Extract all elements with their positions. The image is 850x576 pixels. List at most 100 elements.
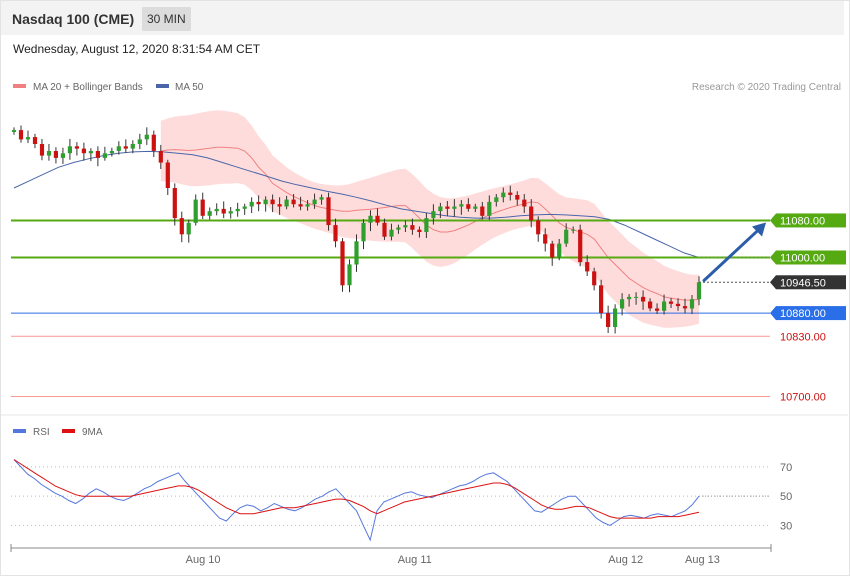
candle-body <box>564 229 569 244</box>
support-tag-pointer <box>770 306 776 321</box>
candle-body <box>298 204 303 207</box>
candle-body <box>32 137 38 144</box>
candle-body <box>151 134 156 151</box>
candle-body <box>319 197 324 200</box>
candle-body <box>599 285 604 314</box>
candle-body <box>452 206 457 209</box>
candle-body <box>347 264 352 286</box>
candle-body <box>655 308 660 311</box>
level-tags: 11080.00 11000.00 10946.50 10880.00 10830.00… <box>770 213 846 403</box>
candle-body <box>109 151 114 154</box>
candle-body <box>25 137 31 140</box>
candle-body <box>144 134 149 140</box>
instrument-title: Nasdaq 100 (CME) <box>12 11 135 27</box>
candle-body <box>627 296 632 300</box>
candle-body <box>696 282 702 300</box>
candle-body <box>648 301 653 309</box>
x-tick-label: Aug 13 <box>685 554 720 566</box>
level-label: 10700.00 <box>780 391 826 403</box>
ma50-line <box>13 150 700 258</box>
candle-body <box>221 208 226 214</box>
candle-body <box>207 211 212 216</box>
ma9-legend-label: 9MA <box>82 427 103 438</box>
chart-header: Nasdaq 100 (CME) 30 MIN <box>1 1 844 35</box>
candle-body <box>95 151 100 158</box>
last-price-tag-pointer <box>770 275 776 290</box>
candle-body <box>424 218 429 232</box>
candle-body <box>270 199 275 205</box>
candle-body <box>242 206 247 209</box>
candle-body <box>620 299 625 309</box>
candle-body <box>340 241 345 286</box>
forecast-arrow-shaft <box>702 226 762 283</box>
candle-body <box>403 225 408 228</box>
candle-body <box>18 130 24 140</box>
candle-body <box>668 301 674 304</box>
candle-body <box>67 146 72 154</box>
candle-body <box>333 225 338 242</box>
candle-body <box>613 308 618 327</box>
candle-body <box>459 204 464 207</box>
candle-body <box>473 206 478 209</box>
candle-body <box>682 306 688 309</box>
ma9-legend-swatch <box>62 429 75 433</box>
candle-body <box>501 192 506 198</box>
interval-button[interactable]: 30 MIN <box>142 7 191 31</box>
candle-body <box>445 206 450 209</box>
candle-body <box>592 271 597 286</box>
candle-body <box>130 144 135 149</box>
x-tick-label: Aug 10 <box>186 554 221 566</box>
candle-body <box>466 204 471 209</box>
candle-body <box>102 153 107 158</box>
candle-body <box>123 146 128 149</box>
candle-body <box>277 204 282 207</box>
candle-body <box>689 299 695 309</box>
bollinger-band-area <box>160 110 700 328</box>
candle-body <box>179 218 184 235</box>
candle-body <box>193 199 198 223</box>
resistance-tag <box>776 213 846 228</box>
candle-body <box>487 201 492 216</box>
bollinger-band <box>160 110 700 328</box>
candle-body <box>39 144 45 156</box>
candle-body <box>522 199 527 207</box>
candle-body <box>410 225 415 230</box>
candle-body <box>585 262 590 272</box>
candle-body <box>200 199 205 216</box>
level-value: 11080.00 <box>780 215 825 227</box>
candle-body <box>186 222 191 235</box>
candle-body <box>634 296 639 298</box>
candle-body <box>291 199 296 205</box>
resistance-tag-pointer <box>770 250 776 265</box>
ma20-legend-swatch <box>13 84 26 88</box>
candle-body <box>235 208 240 212</box>
level-value: 11000.00 <box>780 253 825 265</box>
candle-body <box>368 215 373 223</box>
candle-body <box>305 204 310 207</box>
candle-body <box>431 211 436 219</box>
resistance-tag <box>776 250 846 265</box>
x-axis: Aug 10 Aug 11 Aug 12 Aug 13 <box>10 544 772 566</box>
candle-body <box>354 241 359 265</box>
rsi-legend-swatch <box>13 429 26 433</box>
chart-datetime: Wednesday, August 12, 2020 8:31:54 AM CE… <box>13 42 261 56</box>
x-tick-label: Aug 12 <box>608 554 643 566</box>
candle-body <box>389 229 394 237</box>
candle-body <box>529 206 534 221</box>
ma9-line <box>13 459 700 519</box>
credit-text: Research © 2020 Trading Central <box>692 82 841 93</box>
candle-body <box>214 208 219 212</box>
candle-body <box>53 151 58 158</box>
ma50-legend-label: MA 50 <box>175 82 204 93</box>
candle-body <box>312 199 317 205</box>
candle-body <box>11 130 17 132</box>
candle-body <box>438 206 443 212</box>
last-price-tag <box>776 275 846 290</box>
rsi-tick-label: 50 <box>780 491 792 503</box>
rsi-line <box>13 459 700 542</box>
candle-body <box>74 146 79 149</box>
candle-body <box>508 192 513 195</box>
level-label: 10830.00 <box>780 331 826 343</box>
level-value: 10880.00 <box>780 308 826 320</box>
candle-body <box>284 199 289 207</box>
